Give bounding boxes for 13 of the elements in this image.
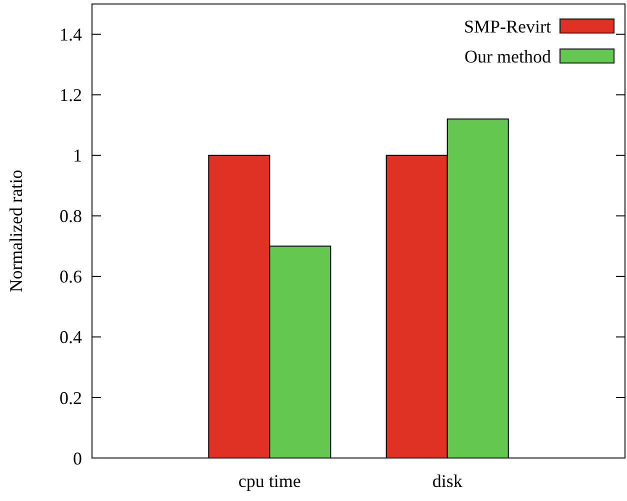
y-tick-label: 1.2 [60, 85, 82, 106]
y-axis-title: Normalized ratio [6, 170, 26, 292]
y-tick-label: 0 [73, 448, 82, 468]
y-tick-label: 0.6 [60, 266, 82, 287]
x-tick-label: disk [432, 471, 462, 491]
x-tick-label: cpu time [238, 471, 301, 491]
legend-label: Our method [464, 46, 551, 66]
y-tick-label: 0.8 [60, 206, 82, 226]
y-tick-label: 0.4 [60, 327, 82, 348]
y-tick-label: 1 [73, 146, 82, 166]
legend-label: SMP-Revirt [464, 16, 551, 36]
y-tick-label: 1.4 [60, 24, 82, 45]
y-tick-label: 0.2 [60, 388, 82, 408]
